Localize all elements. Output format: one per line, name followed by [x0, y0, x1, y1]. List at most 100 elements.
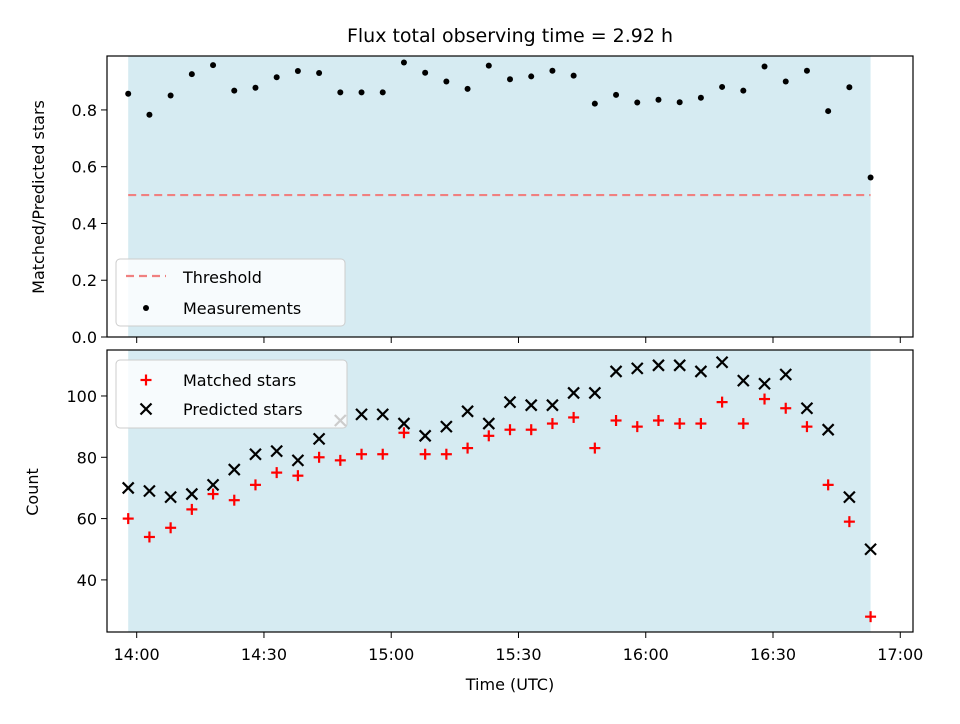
- measurement-point: [167, 92, 174, 99]
- measurement-point: [697, 94, 704, 101]
- predicted-point: [355, 408, 368, 421]
- matched-point: [822, 479, 834, 491]
- predicted-point: [121, 481, 135, 495]
- top-y-tick-label: 0.8: [72, 101, 97, 120]
- predicted-point: [524, 398, 538, 412]
- predicted-point: [864, 542, 877, 556]
- measurement-point: [613, 91, 620, 98]
- predicted-point: [609, 365, 623, 378]
- measurement-point: [634, 99, 641, 106]
- measurement-point: [591, 100, 598, 107]
- predicted-point: [185, 487, 199, 501]
- top-y-tick-label: 0.2: [72, 271, 97, 290]
- matched-point: [483, 430, 495, 442]
- measurement-point: [761, 63, 768, 70]
- predicted-point: [779, 368, 793, 381]
- x-tick-label: 16:30: [750, 645, 796, 664]
- predicted-point: [164, 490, 177, 504]
- measurement-point: [125, 90, 132, 97]
- predicted-point: [397, 417, 411, 430]
- measurement-point: [464, 85, 471, 92]
- predicted-point: [588, 386, 602, 400]
- measurement-point: [273, 74, 280, 81]
- legend-matched-swatch: [140, 374, 152, 386]
- matched-point: [716, 396, 728, 408]
- matched-point: [143, 531, 155, 543]
- predicted-point: [503, 395, 517, 409]
- matched-point: [695, 418, 707, 430]
- x-tick-label: 15:00: [368, 645, 414, 664]
- matched-point: [419, 448, 431, 460]
- measurement-point: [358, 89, 365, 96]
- matched-point: [440, 448, 452, 460]
- measurement-point: [825, 108, 832, 115]
- matched-point: [377, 448, 389, 460]
- matched-point: [610, 415, 622, 426]
- measurement-point: [549, 67, 556, 74]
- x-tick-label: 14:00: [114, 645, 160, 664]
- predicted-point: [800, 401, 814, 415]
- predicted-point: [652, 359, 665, 372]
- predicted-point: [143, 484, 156, 498]
- top-y-axis-label: Matched/Predicted stars: [29, 100, 48, 294]
- measurement-point: [528, 73, 535, 80]
- measurement-point: [188, 71, 195, 78]
- matched-point: [186, 503, 198, 515]
- predicted-point: [715, 355, 729, 369]
- matched-point: [398, 427, 410, 439]
- measurement-point: [231, 87, 238, 94]
- matched-point: [228, 494, 240, 506]
- matched-point: [759, 393, 771, 405]
- x-tick-label: 17:00: [877, 645, 923, 664]
- measurement-point: [719, 83, 726, 90]
- measurement-point: [846, 84, 853, 91]
- measurement-point: [782, 78, 789, 85]
- matched-point: [271, 467, 283, 479]
- predicted-point: [821, 423, 835, 436]
- top-y-tick-label: 0.6: [72, 158, 97, 177]
- legend-predicted-swatch: [139, 402, 153, 416]
- matched-point: [589, 442, 601, 454]
- x-tick-label: 15:30: [495, 645, 541, 664]
- matched-point: [334, 454, 346, 466]
- matched-point: [737, 418, 749, 430]
- matched-point: [122, 513, 134, 525]
- predicted-point: [482, 417, 496, 430]
- matched-point: [504, 424, 516, 436]
- measurement-point: [443, 78, 450, 85]
- bottom-panel: 40 60 80 100 14:00 14:30 15:00 15:30 16:00 16:30 1…: [66, 349, 923, 664]
- legend-threshold-label: Threshold: [182, 268, 262, 287]
- chart-title: Flux total observing time = 2.92 h: [347, 25, 673, 47]
- predicted-point: [843, 490, 856, 504]
- x-tick-label: 14:30: [241, 645, 287, 664]
- predicted-point: [206, 478, 220, 492]
- matched-point: [313, 451, 325, 463]
- measurement-point: [867, 174, 874, 181]
- legend-measurements-label: Measurements: [183, 299, 301, 318]
- measurement-point: [316, 70, 323, 77]
- measurement-point: [570, 72, 577, 79]
- top-plot-frame: [106, 55, 914, 338]
- measurement-point: [676, 99, 683, 106]
- matched-point: [801, 421, 813, 433]
- legend-predicted-label: Predicted stars: [183, 400, 303, 419]
- measurement-point: [803, 67, 810, 74]
- measurement-point: [655, 96, 662, 103]
- predicted-point: [461, 405, 474, 418]
- matched-point: [568, 411, 580, 423]
- bottom-y-axis-label: Count: [23, 468, 42, 516]
- matched-point: [780, 402, 792, 414]
- predicted-point: [270, 444, 283, 458]
- predicted-point: [291, 454, 305, 467]
- predicted-point: [630, 362, 644, 375]
- top-y-tick-label: 0.4: [72, 214, 97, 233]
- bottom-y-tick-label: 80: [77, 448, 97, 467]
- bottom-y-tick-label: 40: [77, 571, 97, 590]
- measurement-point: [740, 87, 747, 94]
- matched-point: [652, 415, 664, 426]
- top-panel: 0.0 0.2 0.4 0.6 0.8 Threshold Measurements: [72, 55, 914, 347]
- legend-matched-label: Matched stars: [183, 371, 296, 390]
- bottom-y-tick-label: 60: [77, 510, 97, 529]
- predicted-point: [249, 447, 262, 461]
